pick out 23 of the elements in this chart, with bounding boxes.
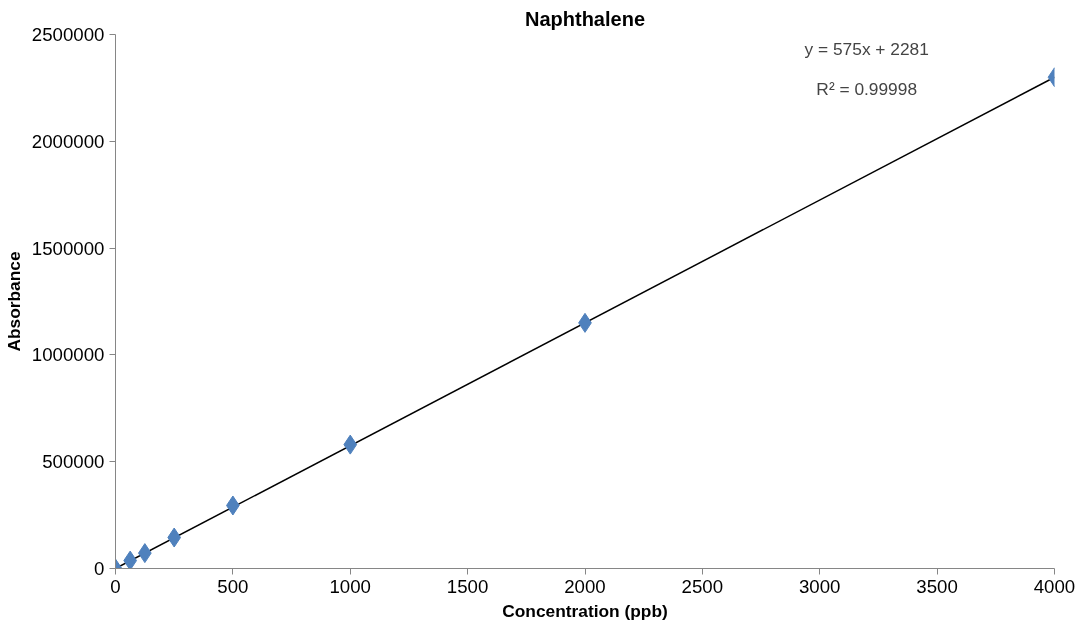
y-tick-label: 2000000 <box>31 130 105 152</box>
chart-title: Naphthalene <box>524 7 646 30</box>
x-tick-label: 3500 <box>916 575 958 597</box>
x-tick-label: 4000 <box>1033 575 1076 597</box>
x-tick-label: 500 <box>217 575 249 597</box>
y-tick-label: 500000 <box>42 451 105 473</box>
x-tick-label: 2500 <box>681 575 724 597</box>
point <box>167 527 182 548</box>
y-tick-label: 0 <box>94 558 105 579</box>
y-tick-label: 1000000 <box>31 344 105 366</box>
x-tick-label: 2000 <box>564 575 606 597</box>
x-tick-label: 3000 <box>799 575 841 597</box>
annotation: y = 575x + 2281 <box>804 38 929 59</box>
y-axis-title: Absorbance <box>3 251 24 352</box>
annotation: R² = 0.99998 <box>816 78 918 99</box>
x-tick-label: 0 <box>110 575 121 597</box>
y-tick-label: 2500000 <box>31 24 105 45</box>
x-tick-label: 1500 <box>446 575 489 597</box>
point <box>343 434 358 455</box>
y-tick-label: 1500000 <box>31 237 105 259</box>
x-tick-label: 1000 <box>329 575 372 597</box>
x-axis-title: Concentration (ppb) <box>502 600 668 621</box>
point <box>123 550 138 569</box>
